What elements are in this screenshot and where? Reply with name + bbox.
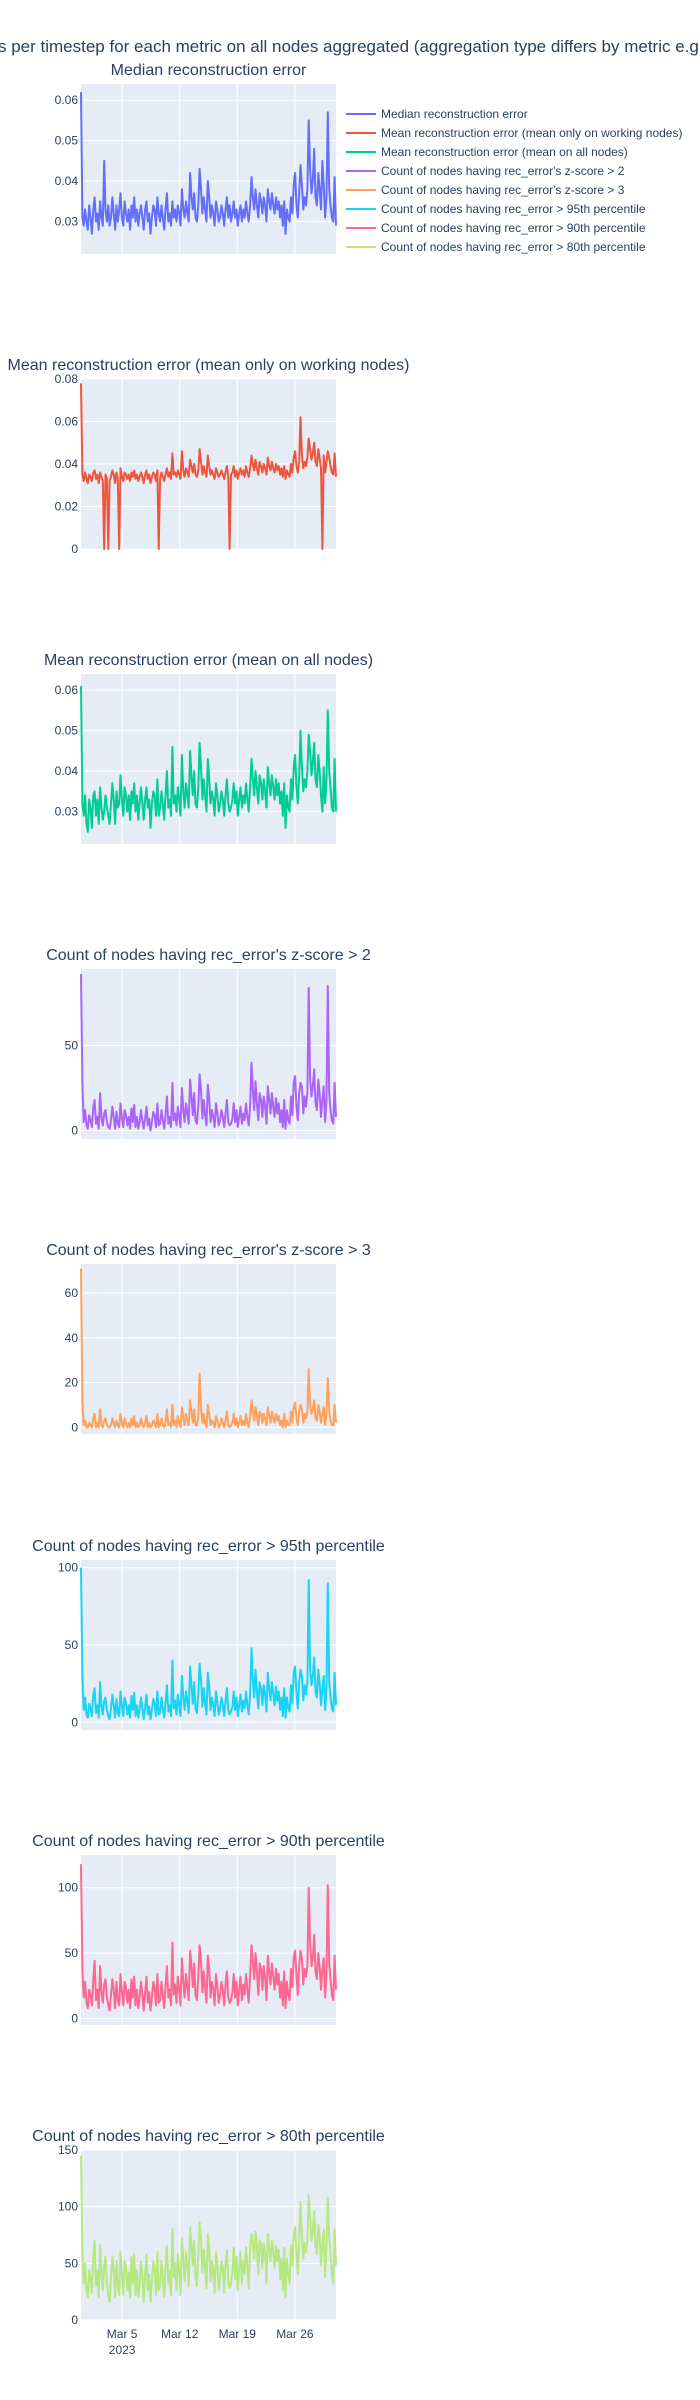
legend-item[interactable]: Count of nodes having rec_error > 80th p…: [346, 240, 646, 254]
y-tick-label: 0.03: [55, 215, 79, 229]
subplot-title: Median reconstruction error: [111, 62, 307, 79]
y-tick-label: 0: [71, 1715, 78, 1729]
x-tick-label: Mar 5: [107, 2327, 138, 2341]
y-tick-label: 40: [65, 1331, 79, 1345]
x-tick-label: Mar 19: [219, 2327, 257, 2341]
y-tick-label: 50: [65, 1946, 79, 1960]
y-tick-label: 0.06: [55, 93, 79, 107]
y-tick-label: 0: [71, 1124, 78, 1138]
legend-label: Mean reconstruction error (mean only on …: [381, 126, 682, 140]
subplot: Median reconstruction error 0.03 0.04 0.05 0…: [55, 62, 337, 254]
y-tick-label: 0: [71, 2313, 78, 2327]
x-year-label: 2023: [109, 2343, 136, 2357]
legend-label: Count of nodes having rec_error's z-scor…: [381, 164, 625, 178]
plot-area[interactable]: [81, 84, 336, 254]
subplot: Count of nodes having rec_error's z-scor…: [46, 947, 371, 1139]
legend-item[interactable]: Count of nodes having rec_error's z-scor…: [346, 164, 625, 178]
subplot-title: Count of nodes having rec_error's z-scor…: [46, 947, 371, 964]
subplot-title: Count of nodes having rec_error > 90th p…: [32, 1833, 385, 1850]
y-tick-label: 0.02: [55, 500, 79, 514]
y-tick-label: 50: [65, 1039, 79, 1053]
series-line[interactable]: [80, 1268, 337, 1429]
legend-label: Median reconstruction error: [381, 107, 528, 121]
series-line[interactable]: [80, 92, 337, 235]
legend-item[interactable]: Count of nodes having rec_error's z-scor…: [346, 183, 625, 197]
y-tick-label: 50: [65, 2256, 79, 2270]
y-tick-label: 0: [71, 1420, 78, 1434]
series-line[interactable]: [80, 1567, 337, 1721]
subplot: Mean reconstruction error (mean on all n…: [44, 652, 373, 844]
legend-label: Count of nodes having rec_error > 95th p…: [381, 202, 646, 216]
y-tick-label: 0.03: [55, 805, 79, 819]
y-tick-label: 0.04: [55, 764, 79, 778]
y-tick-label: 0.05: [55, 724, 79, 738]
subplot: Mean reconstruction error (mean only on …: [8, 357, 410, 556]
panels: Median reconstruction error 0.03 0.04 0.05 0…: [8, 62, 410, 2357]
subplot: Count of nodes having rec_error > 80th p…: [32, 2128, 385, 2357]
y-tick-label: 100: [58, 1881, 78, 1895]
legend-label: Count of nodes having rec_error > 90th p…: [381, 221, 646, 235]
series-line[interactable]: [80, 974, 337, 1132]
x-tick-label: Mar 26: [276, 2327, 314, 2341]
y-tick-label: 0.04: [55, 174, 79, 188]
subplot: Count of nodes having rec_error > 95th p…: [32, 1538, 385, 1730]
legend-item[interactable]: Count of nodes having rec_error > 90th p…: [346, 221, 646, 235]
legend: Median reconstruction error Mean reconstr…: [346, 107, 682, 254]
y-tick-label: 100: [58, 1561, 78, 1575]
subplot-title: Count of nodes having rec_error's z-scor…: [46, 1242, 371, 1259]
subplot-title: Mean reconstruction error (mean only on …: [8, 357, 410, 374]
y-tick-label: 20: [65, 1376, 79, 1390]
y-tick-label: 60: [65, 1286, 79, 1300]
x-tick-label: Mar 12: [161, 2327, 199, 2341]
subplot-title: Count of nodes having rec_error > 95th p…: [32, 1538, 385, 1555]
y-tick-label: 50: [65, 1638, 79, 1652]
legend-item[interactable]: Count of nodes having rec_error > 95th p…: [346, 202, 646, 216]
subplot-title: Mean reconstruction error (mean on all n…: [44, 652, 373, 669]
figure-title: s per timestep for each metric on all no…: [0, 37, 699, 56]
subplot: Count of nodes having rec_error's z-scor…: [46, 1242, 371, 1434]
legend-label: Count of nodes having rec_error > 80th p…: [381, 240, 646, 254]
series-line[interactable]: [80, 383, 337, 550]
y-tick-label: 0.05: [55, 134, 79, 148]
y-tick-label: 0.04: [55, 457, 79, 471]
subplot-title: Count of nodes having rec_error > 80th p…: [32, 2128, 385, 2145]
y-tick-label: 100: [58, 2200, 78, 2214]
y-tick-label: 0.08: [55, 372, 79, 386]
legend-item[interactable]: Mean reconstruction error (mean on all n…: [346, 145, 628, 159]
series-line[interactable]: [80, 1864, 337, 2012]
series-line[interactable]: [80, 2155, 337, 2303]
legend-item[interactable]: Median reconstruction error: [346, 107, 528, 121]
y-tick-label: 0: [71, 2011, 78, 2025]
y-tick-label: 0.06: [55, 683, 79, 697]
legend-item[interactable]: Mean reconstruction error (mean only on …: [346, 126, 682, 140]
series-line[interactable]: [80, 686, 337, 833]
subplot: Count of nodes having rec_error > 90th p…: [32, 1833, 385, 2025]
y-tick-label: 150: [58, 2143, 78, 2157]
y-tick-label: 0.06: [55, 415, 79, 429]
y-tick-label: 0: [71, 542, 78, 556]
legend-label: Mean reconstruction error (mean on all n…: [381, 145, 628, 159]
legend-label: Count of nodes having rec_error's z-scor…: [381, 183, 625, 197]
